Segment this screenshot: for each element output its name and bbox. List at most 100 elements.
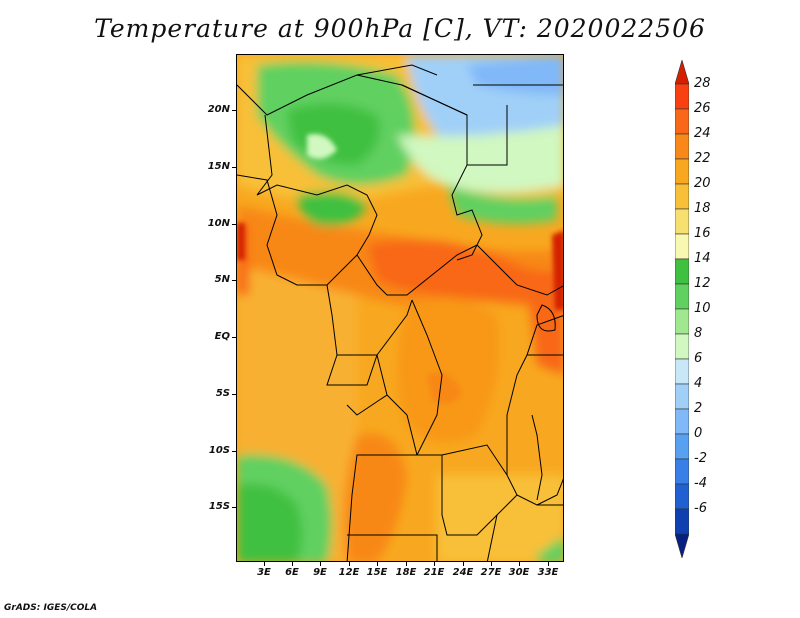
border-drc-angola: [346, 394, 418, 561]
field-chad-10-12: [397, 125, 563, 193]
field-air-patch: [307, 134, 337, 159]
x-label-33e: 33E: [537, 567, 559, 578]
border-algeria: [356, 64, 438, 76]
x-label-6e: 6E: [285, 567, 299, 578]
y-label-5s: 5S: [215, 388, 230, 399]
colorbar-label: 14: [694, 251, 711, 266]
border-west: [237, 174, 358, 286]
colorbar-label: 2: [694, 401, 703, 416]
x-label-21e: 21E: [423, 567, 445, 578]
border-sudan-north: [467, 105, 508, 166]
colorbar-swatch: [675, 183, 689, 210]
x-label-30e: 30E: [508, 567, 530, 578]
map-canvas: [237, 55, 563, 561]
colorbar-swatch: [675, 483, 689, 510]
field-belt-26: [367, 240, 563, 305]
y-label-5n: 5N: [214, 274, 230, 285]
x-tick: [377, 562, 378, 566]
colorbar-swatch: [675, 133, 689, 160]
colorbar-label: 26: [694, 101, 711, 116]
border-libya: [401, 84, 468, 116]
x-tick: [491, 562, 492, 566]
y-tick: [232, 167, 236, 168]
country-borders: [237, 64, 563, 561]
colorbar-label: -4: [694, 476, 707, 491]
lake-victoria: [536, 304, 556, 332]
colorbar-swatch: [675, 233, 689, 260]
colorbar-label: 12: [694, 276, 711, 291]
x-tick: [406, 562, 407, 566]
field-southeast-18-20: [437, 475, 563, 561]
x-label-9e: 9E: [313, 567, 327, 578]
border-car: [356, 244, 563, 296]
y-tick: [232, 394, 236, 395]
colorbar-swatch: [675, 108, 689, 135]
y-label-15s: 15S: [208, 501, 230, 512]
colorbar-swatch: [675, 383, 689, 410]
colorbar-label: 4: [694, 376, 703, 391]
border-zambia: [417, 454, 563, 536]
colorbar-swatch: [675, 308, 689, 335]
colorbar-swatch: [675, 258, 689, 285]
colorbar-label: 6: [694, 351, 703, 366]
x-label-3e: 3E: [257, 567, 271, 578]
border-congo: [346, 354, 388, 416]
colorbar-swatch: [675, 60, 689, 85]
colorbar: [675, 60, 689, 558]
field-chad-green: [447, 185, 557, 224]
x-label-27e: 27E: [480, 567, 502, 578]
border-drc-west: [411, 299, 443, 456]
colorbar-label: -2: [694, 451, 707, 466]
y-label-eq: EQ: [214, 331, 230, 342]
border-nigeria: [256, 114, 378, 256]
colorbar-swatch: [675, 408, 689, 435]
colorbar-label: 20: [694, 176, 711, 191]
border-malawi: [536, 478, 563, 506]
temperature-map: [236, 54, 564, 562]
colorbar-label: 16: [694, 226, 711, 241]
field-southeast-green: [537, 536, 563, 561]
colorbar-swatch: [675, 358, 689, 385]
field-niger-14: [297, 191, 367, 226]
colorbar-label: 24: [694, 126, 711, 141]
x-tick: [349, 562, 350, 566]
x-tick: [519, 562, 520, 566]
x-tick: [320, 562, 321, 566]
border-mozambique: [486, 514, 498, 561]
y-tick: [232, 224, 236, 225]
lake-tanganyika: [531, 414, 543, 501]
border-drc-east: [441, 444, 518, 496]
y-tick: [232, 337, 236, 338]
colorbar-label: 18: [694, 201, 711, 216]
colorbar-label: 8: [694, 326, 703, 341]
x-label-24e: 24E: [452, 567, 474, 578]
field-namibia-14: [237, 484, 302, 561]
border-cameroon: [326, 284, 413, 356]
colorbar-swatch: [675, 533, 689, 558]
x-tick: [548, 562, 549, 566]
y-tick: [232, 451, 236, 452]
colorbar-swatch: [675, 158, 689, 185]
y-label-10n: 10N: [207, 218, 230, 229]
border-rift: [506, 315, 563, 475]
x-tick: [292, 562, 293, 566]
border-gabon: [326, 354, 378, 386]
x-tick: [434, 562, 435, 566]
colorbar-label: 28: [694, 76, 711, 91]
x-label-18e: 18E: [395, 567, 417, 578]
x-label-12e: 12E: [338, 567, 360, 578]
colorbar-swatch: [675, 208, 689, 235]
colorbar-label: 0: [694, 426, 703, 441]
y-label-15n: 15N: [207, 161, 230, 172]
x-tick: [463, 562, 464, 566]
colorbar-swatch: [675, 433, 689, 460]
border-namibia: [347, 534, 438, 561]
y-tick: [232, 110, 236, 111]
y-tick: [232, 280, 236, 281]
colorbar-label: 22: [694, 151, 711, 166]
field-patch-central: [427, 372, 462, 404]
field-east-26: [527, 275, 563, 375]
colorbar-label: -6: [694, 501, 707, 516]
x-label-15e: 15E: [366, 567, 388, 578]
x-tick: [264, 562, 265, 566]
